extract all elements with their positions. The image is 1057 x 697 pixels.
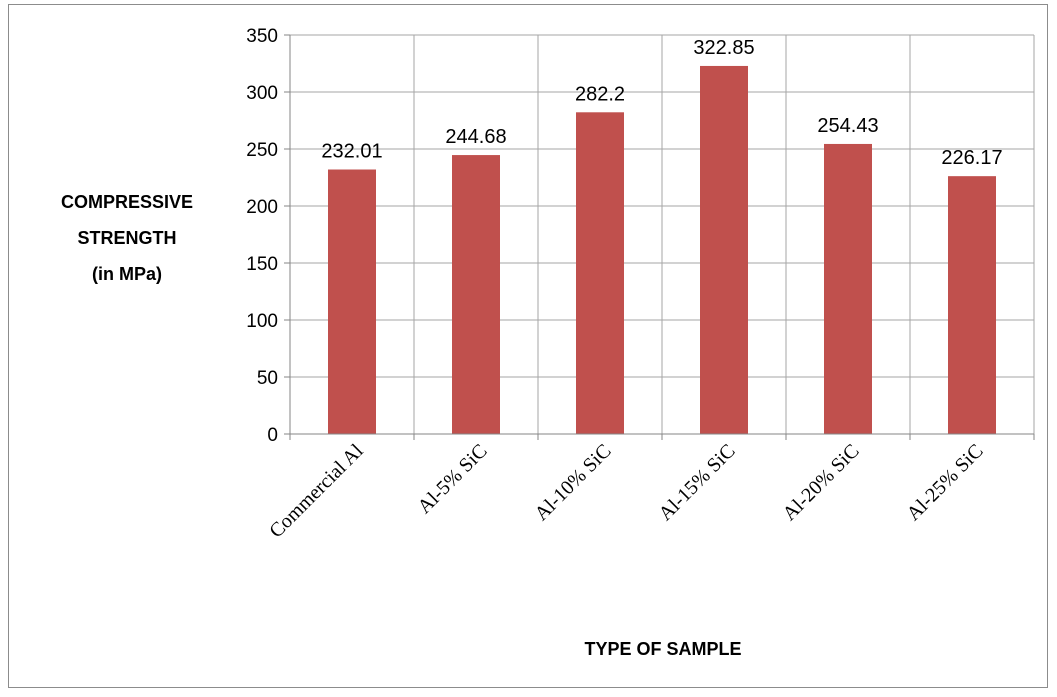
y-tick-label: 300 xyxy=(246,83,278,104)
y-tick-label: 100 xyxy=(246,311,278,332)
x-tick-label: Al-5% SiC xyxy=(414,440,492,518)
data-label: 232.01 xyxy=(321,141,382,163)
y-axis-title-line-3: (in MPa) xyxy=(92,264,162,284)
y-tick-label: 200 xyxy=(246,197,278,218)
x-tick-label: Al-25% SiC xyxy=(902,440,987,525)
bar xyxy=(824,143,872,434)
y-tick-label: 250 xyxy=(246,140,278,161)
y-tick-labels: 0 50 100 150 200 250 300 350 xyxy=(246,26,278,446)
x-tick-label: Al-15% SiC xyxy=(654,440,739,525)
chart-frame xyxy=(8,4,1048,688)
data-label: 254.43 xyxy=(817,115,878,137)
bar xyxy=(328,169,376,434)
bar xyxy=(452,155,500,434)
x-axis-title: TYPE OF SAMPLE xyxy=(584,639,741,659)
y-tick-label: 350 xyxy=(246,26,278,47)
data-label: 244.68 xyxy=(445,126,506,148)
bar xyxy=(700,65,748,435)
y-tick-label: 0 xyxy=(267,425,278,446)
bars xyxy=(328,65,996,435)
x-tick-label: Commercial Al xyxy=(265,440,368,543)
y-tick-label: 150 xyxy=(246,254,278,275)
data-label: 322.85 xyxy=(693,37,754,59)
x-tick-label: Al-10% SiC xyxy=(530,440,615,525)
data-label: 282.2 xyxy=(575,83,625,105)
y-axis-title-line-2: STRENGTH xyxy=(78,228,177,248)
x-tick-label: Al-20% SiC xyxy=(778,440,863,525)
data-label: 226.17 xyxy=(941,147,1002,169)
y-axis-title-line-1: COMPRESSIVE xyxy=(61,192,193,212)
data-labels: 232.01 244.68 282.2 322.85 254.43 226.17 xyxy=(321,37,1002,169)
axes xyxy=(284,34,1035,440)
bar xyxy=(576,112,624,435)
gridlines xyxy=(290,34,1035,434)
x-tick-labels: Commercial Al Al-5% SiC Al-10% SiC Al-15% S… xyxy=(265,440,987,543)
y-tick-label: 50 xyxy=(257,368,278,389)
bar xyxy=(948,176,996,434)
